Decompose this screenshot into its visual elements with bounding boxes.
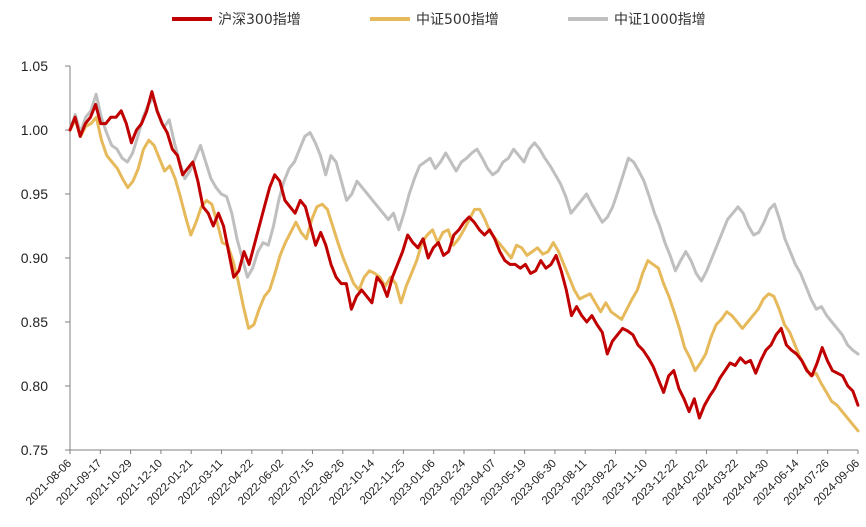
y-tick-label: 1.00 (21, 122, 48, 138)
legend-item: 中证500指增 (370, 12, 499, 28)
legend-label: 中证500指增 (416, 12, 499, 28)
y-tick-label: 0.80 (21, 378, 48, 394)
legend-label: 中证1000指增 (614, 12, 706, 28)
series-line (70, 92, 858, 418)
legend-item: 中证1000指增 (568, 12, 706, 28)
y-tick-label: 0.95 (21, 186, 48, 202)
series-line (70, 117, 858, 431)
y-tick-label: 0.90 (21, 250, 48, 266)
chart-axes: 0.750.800.850.900.951.001.052021-08-0620… (21, 58, 862, 508)
y-tick-label: 0.75 (21, 442, 48, 458)
y-tick-label: 1.05 (21, 58, 48, 74)
legend-item: 沪深300指增 (172, 12, 301, 28)
legend-label: 沪深300指增 (218, 12, 301, 28)
y-tick-label: 0.85 (21, 314, 48, 330)
chart-legend: 沪深300指增 中证500指增 中证1000指增 (172, 12, 706, 28)
chart-series-group (70, 92, 858, 431)
